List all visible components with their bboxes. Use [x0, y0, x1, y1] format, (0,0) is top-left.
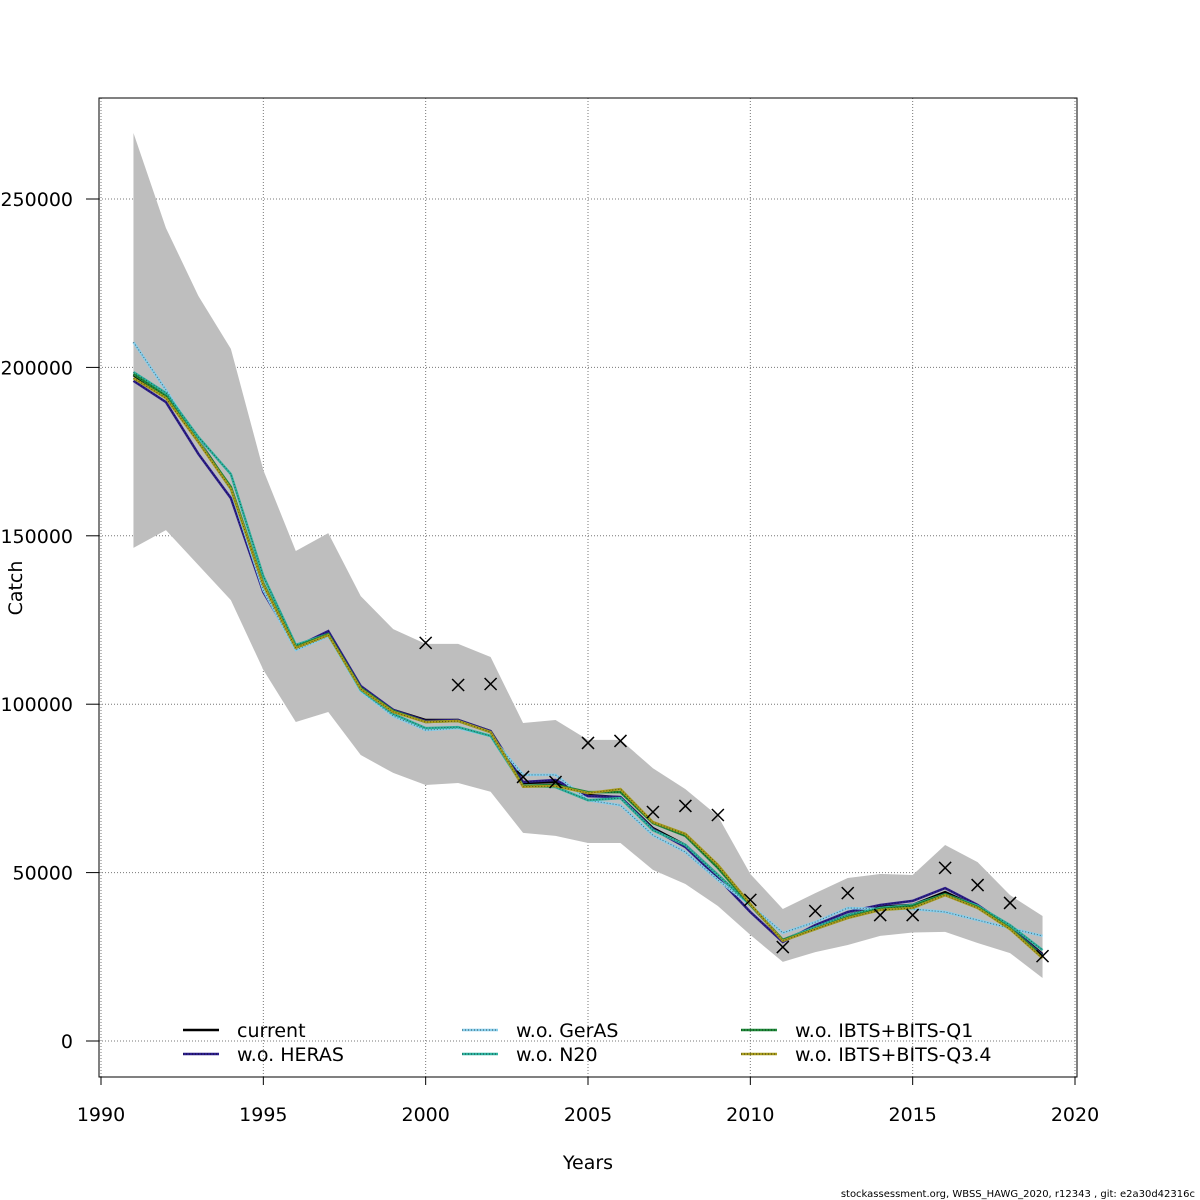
- legend-label: w.o. IBTS+BITS-Q3.4: [795, 1044, 991, 1066]
- x-tick-label: 2000: [401, 1104, 449, 1126]
- series-line-dots-3: [133, 371, 1043, 951]
- observation-marker: [776, 940, 790, 954]
- x-tick-label: 2005: [564, 1104, 612, 1126]
- observation-marker: [581, 736, 595, 750]
- y-axis: 0 50000 100000 150000 200000 250000: [0, 189, 99, 1053]
- footer-credit: stockassessment.org, WBSS_HAWG_2020, r12…: [841, 1189, 1195, 1200]
- series-line-dots-2: [133, 341, 1043, 937]
- observation-marker: [678, 799, 692, 813]
- legend-label: current: [237, 1020, 306, 1042]
- legend-label: w.o. IBTS+BITS-Q1: [795, 1020, 973, 1042]
- observation-marker: [841, 886, 855, 900]
- x-axis-label: Years: [562, 1152, 613, 1174]
- x-tick-label: 2010: [726, 1104, 774, 1126]
- x-tick-label: 1990: [77, 1104, 125, 1126]
- observation-marker: [516, 770, 530, 784]
- observation-marker: [711, 808, 725, 822]
- observation-marker: [451, 678, 465, 692]
- legend-label: w.o. N20: [516, 1044, 598, 1066]
- x-tick-label: 1995: [239, 1104, 287, 1126]
- observation-marker: [906, 908, 920, 922]
- observation-marker: [971, 878, 985, 892]
- y-axis-label: Catch: [5, 561, 27, 616]
- observation-marker: [419, 636, 433, 650]
- observation-marker: [1035, 949, 1050, 963]
- observation-marker: [613, 734, 627, 748]
- confidence-band-area: [133, 132, 1043, 979]
- observation-marker: [1003, 896, 1017, 910]
- y-tick-label: 100000: [0, 694, 73, 716]
- x-tick-label: 2020: [1051, 1104, 1099, 1126]
- series-line-5: [132, 377, 1044, 960]
- confidence-band: [133, 132, 1043, 979]
- y-tick-label: 0: [61, 1031, 73, 1053]
- x-tick-label: 2015: [888, 1104, 936, 1126]
- observations: [419, 636, 1050, 963]
- observation-marker: [549, 775, 563, 789]
- y-tick-label: 50000: [13, 863, 73, 885]
- y-tick-label: 150000: [0, 526, 73, 548]
- observation-marker: [873, 908, 887, 922]
- observation-marker: [808, 904, 822, 918]
- observation-marker: [743, 893, 757, 907]
- y-tick-label: 250000: [0, 189, 73, 211]
- observation-marker: [646, 805, 660, 819]
- observation-marker: [938, 861, 952, 875]
- legend-label: w.o. HERAS: [237, 1044, 344, 1066]
- legend-label: w.o. GerAS: [516, 1020, 619, 1042]
- observation-marker: [484, 677, 498, 691]
- y-tick-label: 200000: [0, 357, 73, 379]
- x-axis: 1990 1995 2000 2005 2010 2015 2020: [77, 1076, 1099, 1126]
- series-lines: [132, 341, 1044, 960]
